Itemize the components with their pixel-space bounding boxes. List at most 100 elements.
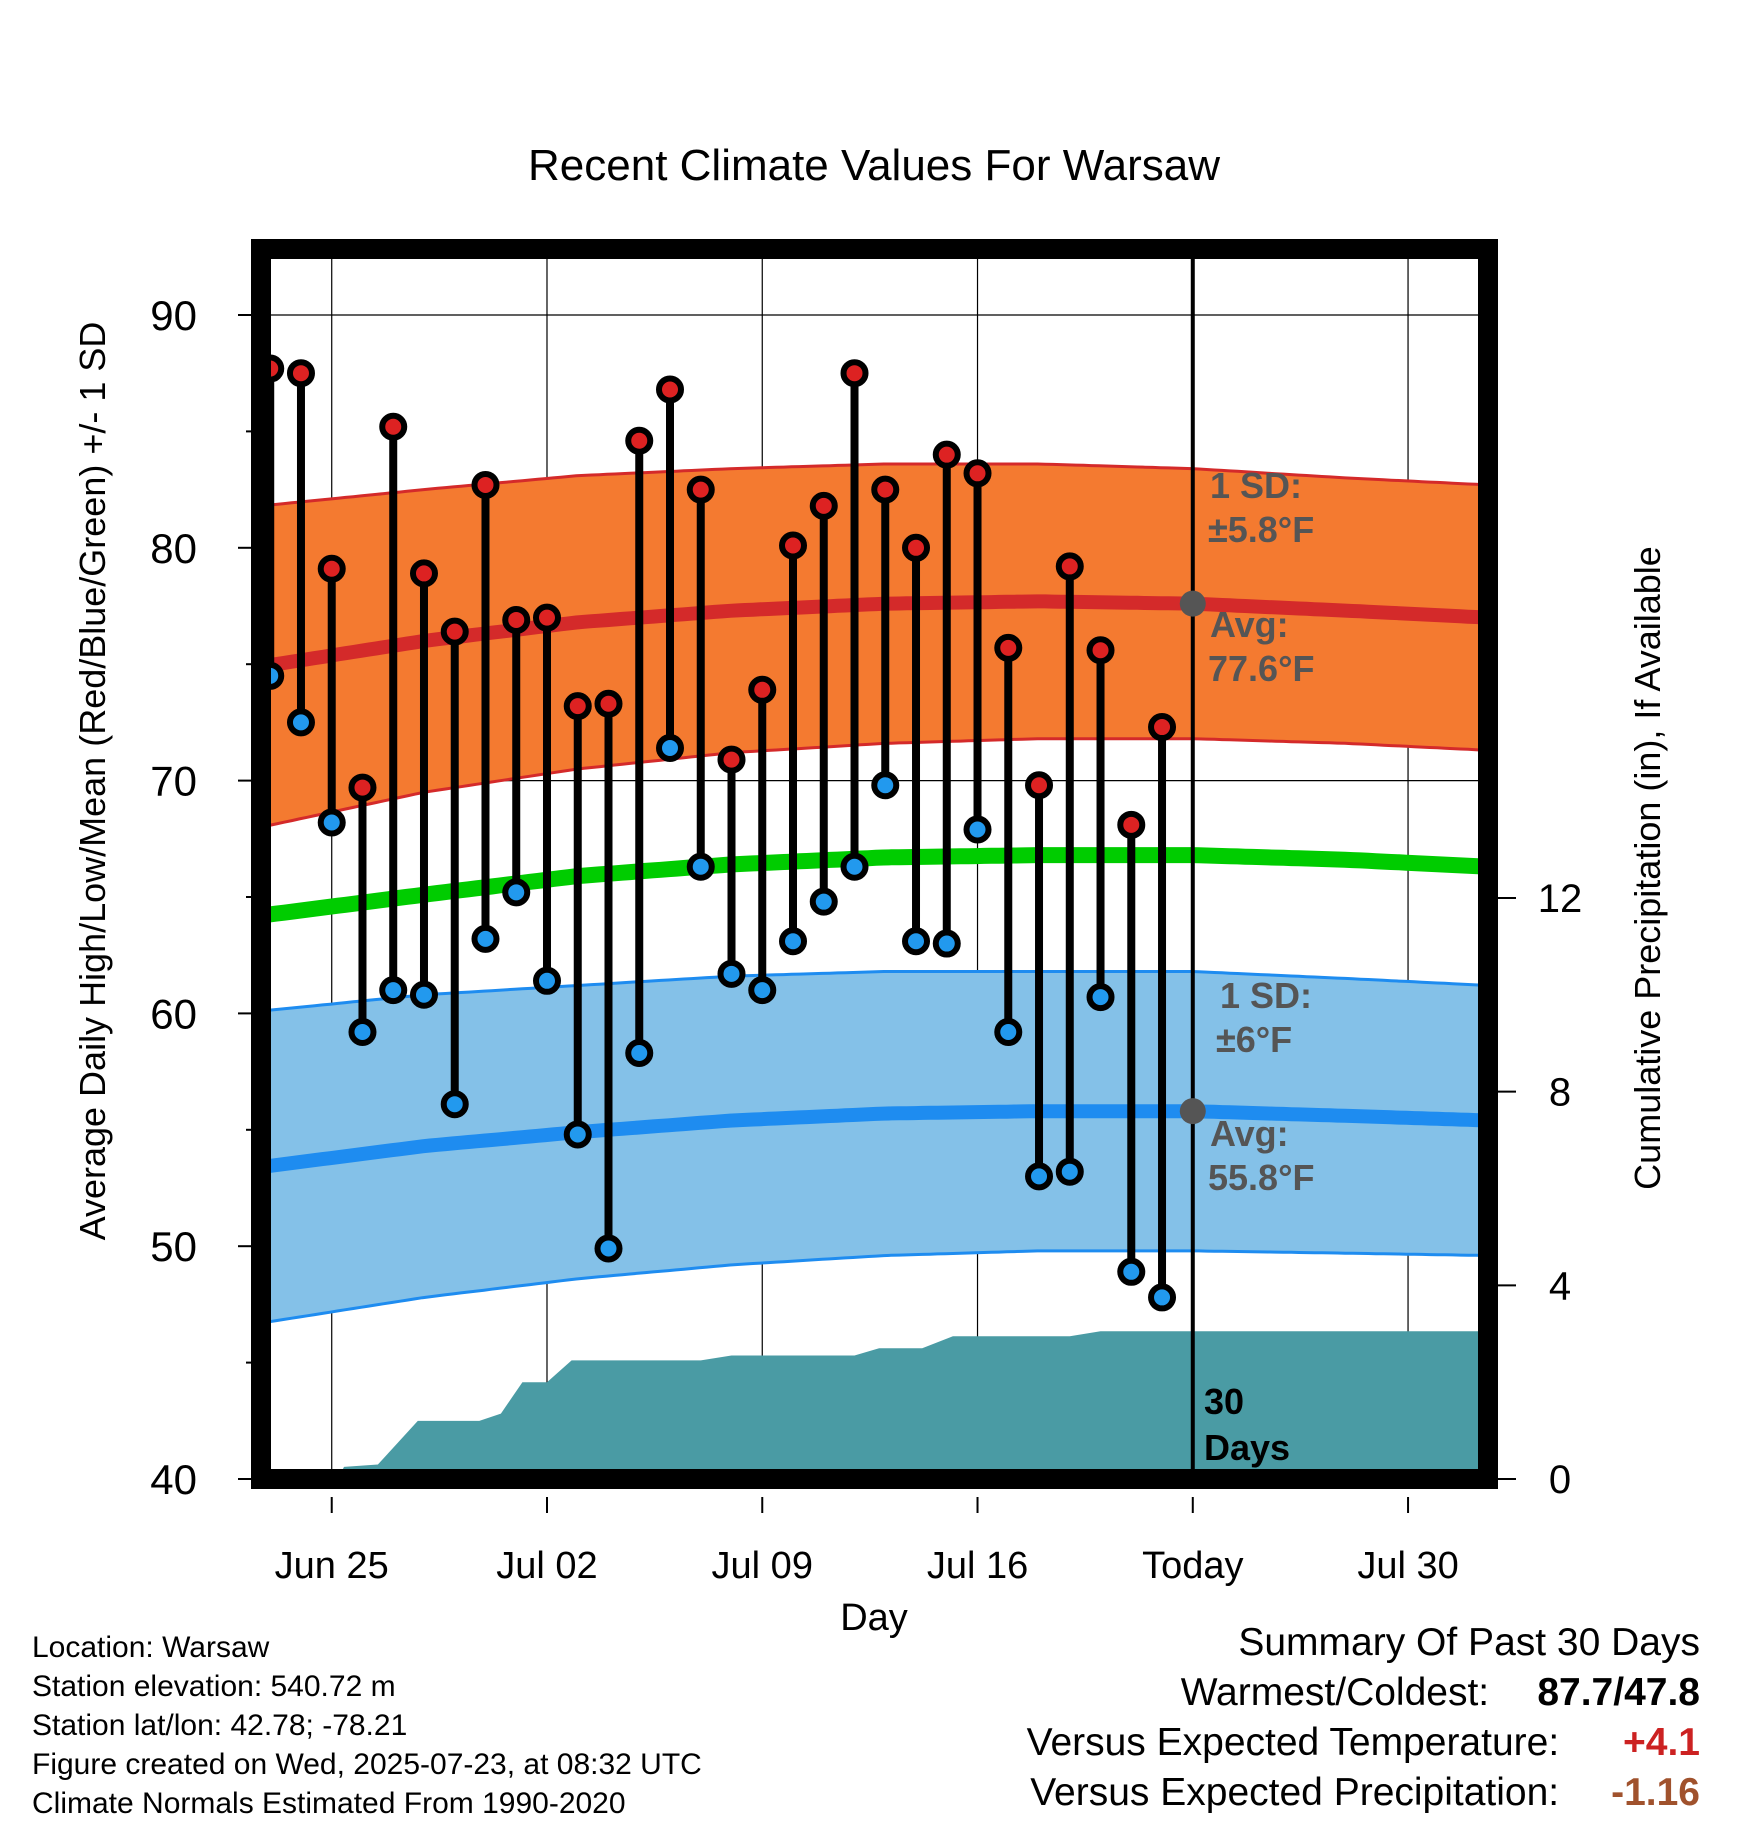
- observation-low-dot: [594, 1234, 623, 1263]
- info-location: Location: Warsaw: [32, 1631, 270, 1664]
- low-normal-line: [261, 1104, 1484, 1174]
- observation-low-dot: [379, 976, 408, 1005]
- observation-low-dot: [871, 771, 900, 800]
- observation-low-dot: [994, 1018, 1023, 1047]
- observation-high-dot: [686, 475, 715, 504]
- info-created: Figure created on Wed, 2025-07-23, at 08…: [32, 1748, 702, 1781]
- observation-high-dot: [625, 426, 654, 455]
- x-tick-label: Jul 02: [496, 1545, 597, 1587]
- observation-high-dot: [594, 689, 623, 718]
- observation-high-dot: [379, 412, 408, 441]
- y2-tick-label: 4: [1549, 1264, 1571, 1308]
- temp-label: Versus Expected Temperature:: [1026, 1721, 1560, 1764]
- temp-value: +4.1: [1623, 1721, 1700, 1764]
- low-sd-label: 1 SD:: [1220, 975, 1312, 1016]
- observation-high-dot: [1055, 552, 1084, 581]
- daily-observations: [256, 354, 1177, 1312]
- precip-value: -1.16: [1611, 1771, 1700, 1814]
- observation-high-dot: [471, 470, 500, 499]
- high-avg-annotation: Avg: 77.6°F: [1208, 604, 1314, 689]
- info-normals: Climate Normals Estimated From 1990-2020: [32, 1787, 626, 1820]
- high-sd-value: ±5.8°F: [1208, 509, 1314, 550]
- y-tick-label: 90: [150, 292, 197, 339]
- y2-tick-label: 0: [1549, 1458, 1571, 1502]
- observation-high-dot: [656, 375, 684, 404]
- observation-high-dot: [871, 475, 900, 504]
- y2-tick-label: 12: [1538, 877, 1583, 921]
- info-elevation: Station elevation: 540.72 m: [32, 1670, 396, 1703]
- plot-frame: [251, 239, 1498, 1489]
- observation-high-dot: [779, 531, 808, 560]
- low-avg-annotation: Avg: 55.8°F: [1208, 1113, 1314, 1198]
- y-axis-label-right: Cumulative Precipitation (in), If Availa…: [1627, 546, 1668, 1190]
- low-sd-lower-edge: [261, 1249, 1484, 1325]
- chart-title: Recent Climate Values For Warsaw: [528, 141, 1220, 190]
- days-annotation: 30 Days: [1204, 1381, 1290, 1468]
- observation-high-dot: [502, 605, 531, 634]
- precip-area: [261, 1331, 1488, 1479]
- observation-low-dot: [317, 808, 346, 837]
- observation-low-dot: [409, 980, 438, 1009]
- high-sd-lower-edge: [261, 737, 1484, 829]
- observation-high-dot: [317, 554, 346, 583]
- low-avg-label: Avg:: [1210, 1113, 1289, 1154]
- y-axis-label-left: Average Daily High/Low/Mean (Red/Blue/Gr…: [72, 322, 113, 1241]
- observation-low-dot: [686, 852, 715, 881]
- summary-temp: Versus Expected Temperature: +4.1: [1027, 1718, 1700, 1768]
- observation-low-dot: [902, 927, 931, 956]
- observation-high-dot: [994, 633, 1023, 662]
- high-avg-label: Avg:: [1210, 604, 1289, 645]
- observation-low-dot: [286, 708, 315, 737]
- x-tick-label: Jul 16: [927, 1545, 1028, 1587]
- low-sd-upper-edge: [261, 970, 1484, 1013]
- observation-high-dot: [963, 459, 992, 488]
- precip-label: Versus Expected Precipitation:: [1030, 1771, 1560, 1814]
- y-tick-label: 80: [150, 525, 197, 572]
- observation-low-dot: [1086, 983, 1115, 1012]
- observation-low-dot: [809, 887, 838, 916]
- observation-low-dot: [532, 966, 561, 995]
- observation-low-dot: [717, 959, 746, 988]
- observation-low-dot: [563, 1120, 592, 1149]
- summary-precip: Versus Expected Precipitation: -1.16: [1027, 1768, 1700, 1818]
- low-sd-band: [261, 971, 1484, 1323]
- observation-high-dot: [902, 533, 931, 562]
- observation-high-dot: [563, 692, 592, 721]
- observation-high-dot: [409, 559, 438, 588]
- y-tick-label: 60: [150, 990, 197, 1037]
- y-tick-label: 40: [150, 1456, 197, 1503]
- y-tick-label: 70: [150, 758, 197, 805]
- high-sd-band: [261, 464, 1484, 828]
- info-latlon: Station lat/lon: 42.78; -78.21: [32, 1709, 408, 1742]
- high-sd-annotation: 1 SD: ±5.8°F: [1208, 465, 1314, 550]
- normal-bands: [261, 462, 1484, 1325]
- observation-high-dot: [932, 440, 961, 469]
- y2-tick-label: 8: [1549, 1071, 1571, 1115]
- observation-high-dot: [440, 617, 469, 646]
- station-info: Location: Warsaw Station elevation: 540.…: [32, 1628, 702, 1823]
- observation-low-dot: [1148, 1283, 1177, 1312]
- warm-cold-value: 87.7/47.8: [1537, 1671, 1700, 1714]
- observation-high-dot: [1117, 810, 1146, 839]
- precipitation-area: [261, 1331, 1488, 1479]
- low-sd-annotation: 1 SD: ±6°F: [1216, 975, 1312, 1060]
- x-tick-label: Jul 30: [1357, 1545, 1458, 1587]
- observation-high-dot: [1086, 636, 1115, 665]
- x-tick-label: Jun 25: [275, 1545, 389, 1587]
- observation-high-dot: [286, 359, 315, 388]
- observation-low-dot: [625, 1038, 654, 1067]
- observation-high-dot: [748, 675, 777, 704]
- summary-warm-cold: Warmest/Coldest: 87.7/47.8: [1027, 1668, 1700, 1718]
- observation-low-dot: [1055, 1157, 1084, 1186]
- observation-low-dot: [748, 976, 777, 1005]
- days-count: 30: [1204, 1381, 1244, 1422]
- high-sd-label: 1 SD:: [1210, 465, 1302, 506]
- observation-high-dot: [348, 773, 377, 802]
- observation-high-dot: [1025, 771, 1054, 800]
- days-label: Days: [1204, 1427, 1290, 1468]
- observation-low-dot: [656, 734, 684, 763]
- observation-low-dot: [779, 927, 808, 956]
- y-tick-label: 50: [150, 1223, 197, 1270]
- observation-high-dot: [840, 359, 869, 388]
